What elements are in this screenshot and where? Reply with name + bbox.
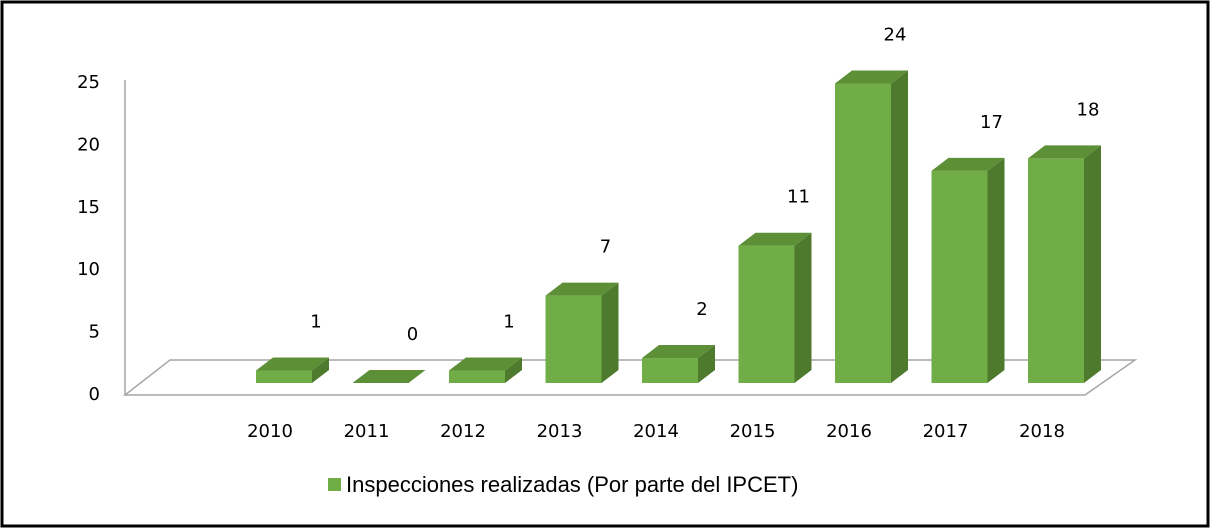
- bar-side: [505, 357, 522, 383]
- bar-top: [352, 370, 426, 383]
- legend-swatch: [328, 478, 341, 491]
- y-tick-label: 10: [77, 259, 100, 280]
- bar: [256, 370, 312, 383]
- data-label: 11: [787, 187, 810, 208]
- legend-label: Inspecciones realizadas (Por parte del I…: [346, 472, 798, 497]
- data-label: 1: [310, 312, 321, 333]
- y-tick-label: 15: [77, 197, 100, 218]
- y-tick-label: 25: [77, 72, 100, 93]
- bar: [931, 170, 988, 383]
- x-tick-label: 2018: [1019, 421, 1065, 442]
- data-label: 24: [884, 24, 907, 45]
- data-label: 0: [407, 324, 418, 345]
- x-tick-label: 2010: [247, 421, 293, 442]
- bar: [642, 358, 698, 383]
- data-label: 17: [980, 112, 1003, 133]
- x-tick-label: 2016: [826, 421, 872, 442]
- data-label: 7: [600, 237, 611, 258]
- y-tick-label: 5: [89, 322, 100, 343]
- bar-top: [738, 232, 812, 246]
- bar: [738, 245, 795, 383]
- data-label: 18: [1077, 99, 1100, 120]
- x-tick-label: 2012: [440, 421, 486, 442]
- data-label: 1: [503, 312, 514, 333]
- bar-top: [545, 282, 619, 296]
- bar-top: [931, 157, 1005, 171]
- bar-top: [642, 345, 715, 359]
- bar-side: [698, 345, 715, 383]
- bar-side: [891, 70, 908, 383]
- x-tick-label: 2015: [730, 421, 776, 442]
- bar-side: [1084, 145, 1101, 383]
- bar-top: [256, 357, 329, 371]
- bar: [1028, 158, 1084, 383]
- bar-top: [449, 357, 522, 371]
- x-tick-label: 2011: [344, 421, 390, 442]
- bar-side: [601, 282, 619, 383]
- bar-side: [987, 157, 1005, 383]
- bar: [835, 83, 891, 383]
- x-tick-label: 2017: [923, 421, 969, 442]
- bar-side: [312, 357, 329, 383]
- data-label: 2: [696, 299, 707, 320]
- y-tick-label: 0: [89, 384, 100, 405]
- bar-top: [1028, 145, 1101, 159]
- y-tick-label: 20: [77, 134, 100, 155]
- bar: [449, 370, 505, 383]
- bar-top: [835, 70, 908, 84]
- bar-side: [794, 232, 812, 383]
- bar: [545, 295, 602, 383]
- x-tick-label: 2013: [537, 421, 583, 442]
- x-tick-label: 2014: [633, 421, 679, 442]
